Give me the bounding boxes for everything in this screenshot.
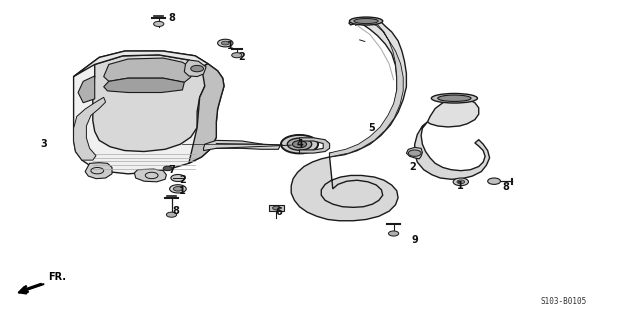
Ellipse shape	[349, 17, 383, 25]
Polygon shape	[330, 18, 406, 157]
Polygon shape	[134, 169, 166, 182]
Text: 4: 4	[296, 139, 303, 149]
Polygon shape	[74, 51, 208, 77]
Polygon shape	[330, 20, 403, 157]
Circle shape	[171, 174, 185, 182]
Text: 8: 8	[502, 182, 509, 192]
Ellipse shape	[292, 141, 307, 148]
Polygon shape	[78, 76, 95, 103]
Ellipse shape	[354, 19, 378, 24]
Polygon shape	[406, 147, 422, 159]
Ellipse shape	[431, 93, 477, 103]
Polygon shape	[74, 97, 106, 160]
Polygon shape	[189, 64, 224, 163]
Polygon shape	[428, 98, 479, 127]
Polygon shape	[184, 60, 206, 77]
Circle shape	[221, 41, 229, 45]
Circle shape	[453, 178, 468, 186]
Circle shape	[408, 150, 421, 156]
Circle shape	[163, 166, 172, 171]
Circle shape	[232, 53, 242, 58]
Polygon shape	[93, 55, 206, 152]
Text: 1: 1	[227, 41, 234, 51]
Circle shape	[166, 212, 177, 217]
Circle shape	[488, 178, 500, 184]
Text: 1: 1	[179, 186, 186, 197]
Text: 6: 6	[275, 207, 282, 217]
Text: 7: 7	[168, 165, 175, 175]
Polygon shape	[74, 51, 224, 174]
Text: S103-B0105: S103-B0105	[540, 297, 586, 306]
FancyBboxPatch shape	[269, 205, 284, 211]
Polygon shape	[415, 122, 490, 179]
Text: 2: 2	[410, 161, 416, 172]
Ellipse shape	[438, 95, 471, 101]
Text: 1: 1	[458, 181, 464, 191]
Text: 8: 8	[168, 12, 175, 23]
Circle shape	[457, 180, 465, 184]
Text: 3: 3	[40, 139, 47, 149]
Text: FR.: FR.	[48, 272, 66, 282]
Circle shape	[218, 39, 233, 47]
Circle shape	[173, 187, 182, 191]
Circle shape	[191, 65, 204, 72]
Polygon shape	[291, 157, 398, 221]
Polygon shape	[104, 78, 184, 93]
Text: 9: 9	[412, 235, 418, 245]
Circle shape	[154, 21, 164, 26]
Polygon shape	[300, 138, 330, 153]
Polygon shape	[85, 163, 112, 179]
Polygon shape	[204, 140, 280, 151]
Circle shape	[273, 206, 280, 210]
Text: 8: 8	[173, 205, 179, 216]
Circle shape	[388, 231, 399, 236]
Ellipse shape	[287, 138, 312, 150]
Polygon shape	[104, 58, 191, 82]
Ellipse shape	[281, 135, 318, 153]
Circle shape	[170, 185, 186, 193]
Text: 5: 5	[368, 122, 374, 133]
Text: 2: 2	[239, 52, 245, 63]
Text: 2: 2	[179, 175, 186, 185]
